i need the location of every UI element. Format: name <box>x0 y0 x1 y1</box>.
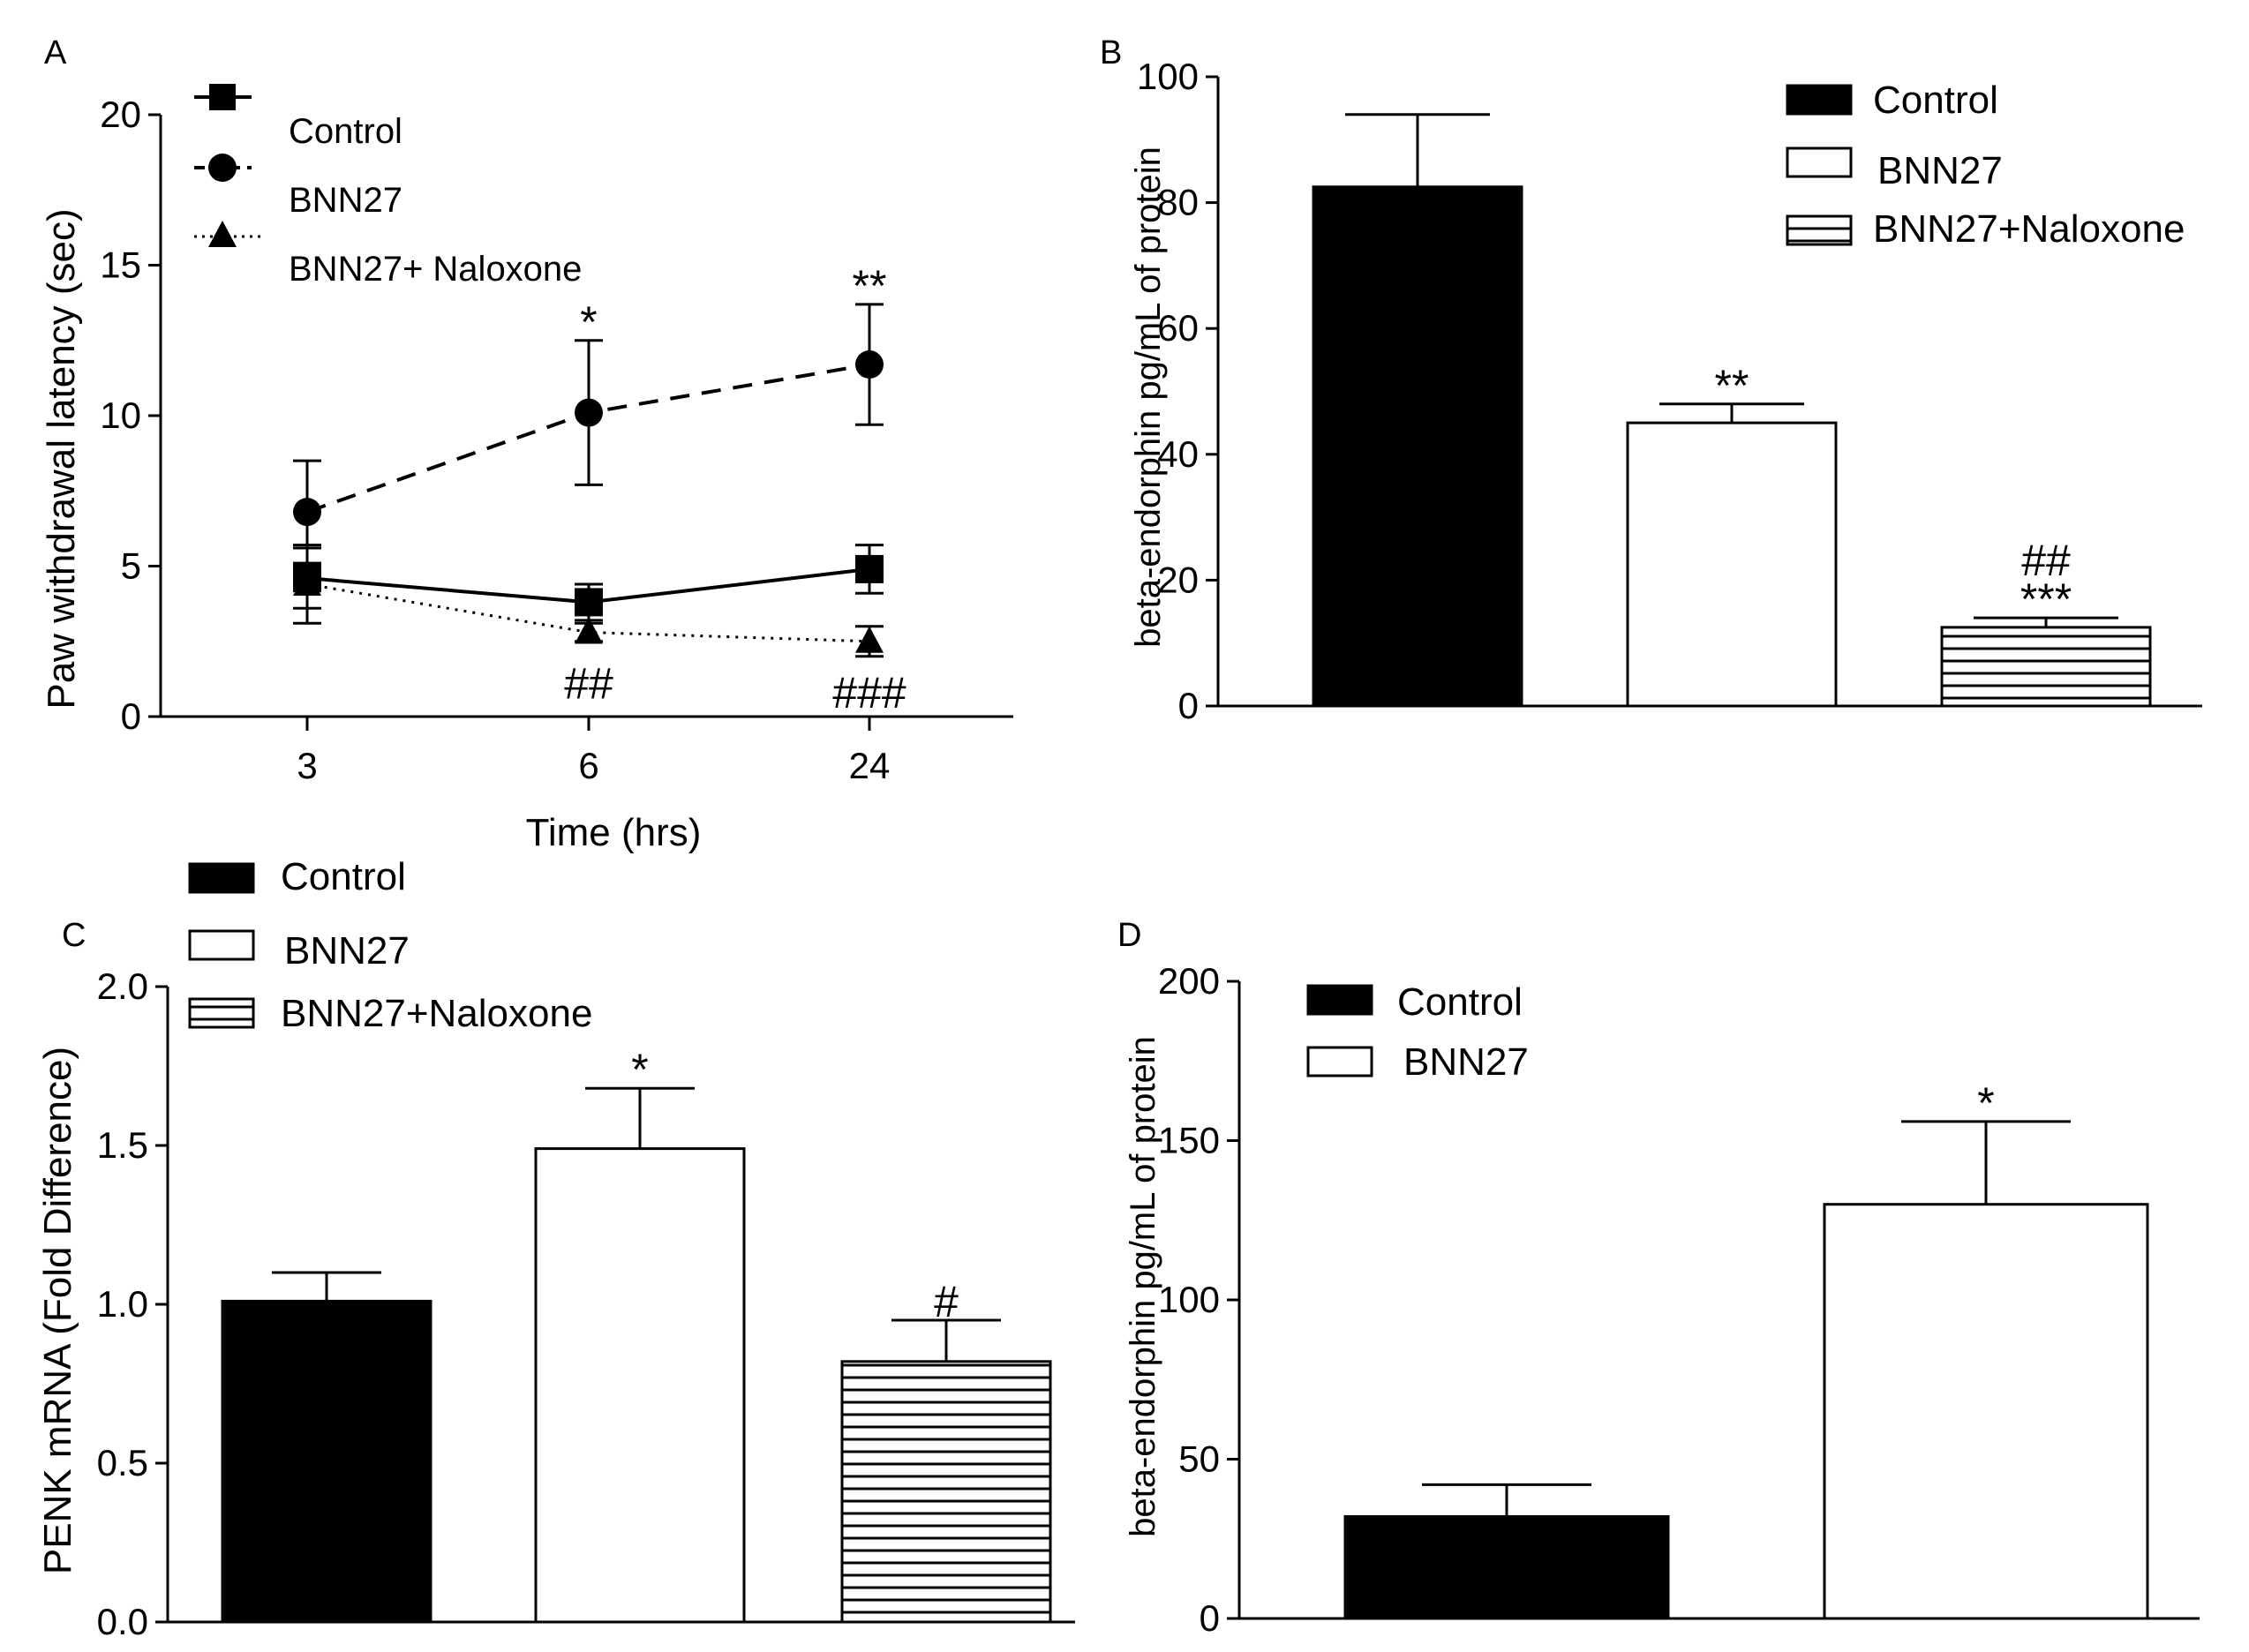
data-point-bnn27 <box>575 398 603 427</box>
legend-swatch-control <box>1786 84 1853 116</box>
y-tick-label: 15 <box>100 244 141 286</box>
y-tick-label: 100 <box>1137 56 1199 97</box>
y-tick-label: 40 <box>1157 433 1199 475</box>
panel-d-plot: 0 50 100 150 200 * <box>1158 960 2200 1639</box>
panel-a-y-axis-label: Paw withdrawal latency (sec) <box>40 208 83 709</box>
y-tick-label: 0 <box>121 695 141 737</box>
legend-swatch-control <box>1306 984 1373 1016</box>
legend-entry-bnn27: BNN27 <box>194 154 402 220</box>
significance-marker: ## <box>564 659 613 709</box>
y-tick-label: 5 <box>121 545 141 587</box>
legend-entry-control: Control <box>194 84 402 151</box>
y-tick-label: 100 <box>1158 1279 1220 1320</box>
bar-bnn27-naloxone <box>840 1360 1052 1624</box>
y-tick-label: 0 <box>1200 1597 1220 1639</box>
panel-b-y-axis-label: beta-endorphin pg/mL of protein <box>1129 146 1168 648</box>
y-tick-label: 80 <box>1157 182 1199 223</box>
y-tick-label: 2.0 <box>97 965 148 1007</box>
y-tick-label: 1.5 <box>97 1124 148 1166</box>
legend-label-control: Control <box>1873 79 1998 122</box>
legend-swatch-bnn27-naloxone <box>188 997 255 1029</box>
y-tick-label: 0.5 <box>97 1442 148 1483</box>
y-tick-label: 0 <box>1178 685 1199 726</box>
legend-entry-bnn27-naloxone: BNN27+ Naloxone <box>194 221 582 289</box>
legend-marker-triangle <box>208 221 237 247</box>
panel-c-y-axis-label: PENK mRNA (Fold Difference) <box>36 1047 79 1574</box>
y-tick-label: 200 <box>1158 960 1220 1002</box>
significance-marker: ** <box>1715 361 1749 410</box>
bar-bnn27 <box>1626 421 1838 708</box>
significance-marker: ### <box>832 668 906 717</box>
legend-marker-circle <box>208 154 237 182</box>
legend-swatch-bnn27 <box>1786 146 1853 178</box>
panel-d: D Control BNN27 0 50 100 150 200 * beta-endor… <box>1117 917 2200 1639</box>
bar-control <box>1312 185 1523 708</box>
data-point-bnn27-naloxone <box>575 617 603 644</box>
panel-d-legend: Control BNN27 <box>1306 980 1529 1084</box>
significance-marker: *** <box>2020 574 2072 624</box>
y-tick-label: 150 <box>1158 1120 1220 1161</box>
y-tick-label: 20 <box>1157 559 1199 600</box>
panel-b-plot: 0 20 40 60 80 100 ** ##*** <box>1137 56 2202 726</box>
legend-label-control: Control <box>1397 980 1523 1024</box>
panel-c-plot: 0.0 0.5 1.0 1.5 2.0 * # <box>97 965 1075 1642</box>
legend-label-bnn27: BNN27 <box>1403 1040 1529 1084</box>
panel-c: C Control BNN27 BNN27+Naloxone 0.0 0.5 1.0… <box>36 855 1075 1642</box>
panel-d-label: D <box>1117 917 1141 954</box>
panel-b: B Control BNN27 BNN27+Naloxone 0 20 40 60 80… <box>1100 34 2202 726</box>
legend-swatch-bnn27 <box>1306 1046 1373 1078</box>
legend-swatch-bnn27-naloxone <box>1786 214 1853 246</box>
data-point-control <box>855 554 884 583</box>
y-tick-label: 50 <box>1178 1438 1220 1480</box>
legend-label-control: Control <box>289 112 402 151</box>
y-tick-label: 1.0 <box>97 1283 148 1325</box>
significance-marker: ## <box>2021 536 2071 585</box>
panel-a-label: A <box>44 34 67 71</box>
panel-a-legend: Control BNN27 BNN27+ Naloxone <box>194 84 582 289</box>
x-tick-label: 3 <box>297 745 317 786</box>
data-point-control <box>575 588 603 617</box>
y-tick-label: 60 <box>1157 307 1199 349</box>
data-point-bnn27-naloxone <box>855 626 884 653</box>
legend-label-bnn27: BNN27 <box>1877 149 2003 192</box>
bar-bnn27 <box>534 1147 746 1624</box>
panel-d-y-axis-label: beta-endorphin pg/mL of protein <box>1124 1036 1162 1537</box>
legend-label-control: Control <box>281 855 406 898</box>
data-point-bnn27-naloxone <box>293 568 321 596</box>
significance-marker: * <box>1977 1078 1994 1128</box>
data-point-bnn27 <box>855 350 884 379</box>
legend-marker-square <box>209 84 236 110</box>
panel-b-legend: Control BNN27 BNN27+Naloxone <box>1786 79 2185 251</box>
panel-a-x-axis-label: Time (hrs) <box>526 811 702 854</box>
legend-swatch-bnn27 <box>188 929 255 961</box>
panel-b-label: B <box>1100 34 1122 71</box>
bar-control <box>1343 1514 1670 1620</box>
y-tick-label: 20 <box>100 94 141 135</box>
bar-bnn27-naloxone <box>1940 626 2152 708</box>
legend-label-bnn27: BNN27 <box>289 181 402 220</box>
significance-marker: # <box>934 1277 959 1326</box>
legend-swatch-control <box>188 862 255 894</box>
x-tick-label: 24 <box>849 745 891 786</box>
y-tick-label: 10 <box>100 394 141 436</box>
panel-c-label: C <box>62 917 86 954</box>
data-point-bnn27 <box>293 498 321 527</box>
legend-label-bnn27-naloxone: BNN27+Naloxone <box>281 992 592 1035</box>
x-tick-label: 6 <box>578 745 598 786</box>
y-tick-label: 0.0 <box>97 1601 148 1642</box>
significance-marker: ** <box>853 261 887 311</box>
bar-bnn27 <box>1823 1203 2149 1620</box>
legend-label-bnn27-naloxone: BNN27+Naloxone <box>1873 207 2185 251</box>
legend-label-bnn27: BNN27 <box>284 929 410 972</box>
legend-label-bnn27-naloxone: BNN27+ Naloxone <box>289 250 582 289</box>
panel-a: A Control BNN27 BNN27+ Naloxone 0 5 10 15 20… <box>40 34 1013 854</box>
significance-marker: * <box>580 297 597 347</box>
significance-marker: * <box>631 1045 648 1094</box>
bar-control <box>221 1299 432 1624</box>
panel-c-legend: Control BNN27 BNN27+Naloxone <box>188 855 592 1035</box>
